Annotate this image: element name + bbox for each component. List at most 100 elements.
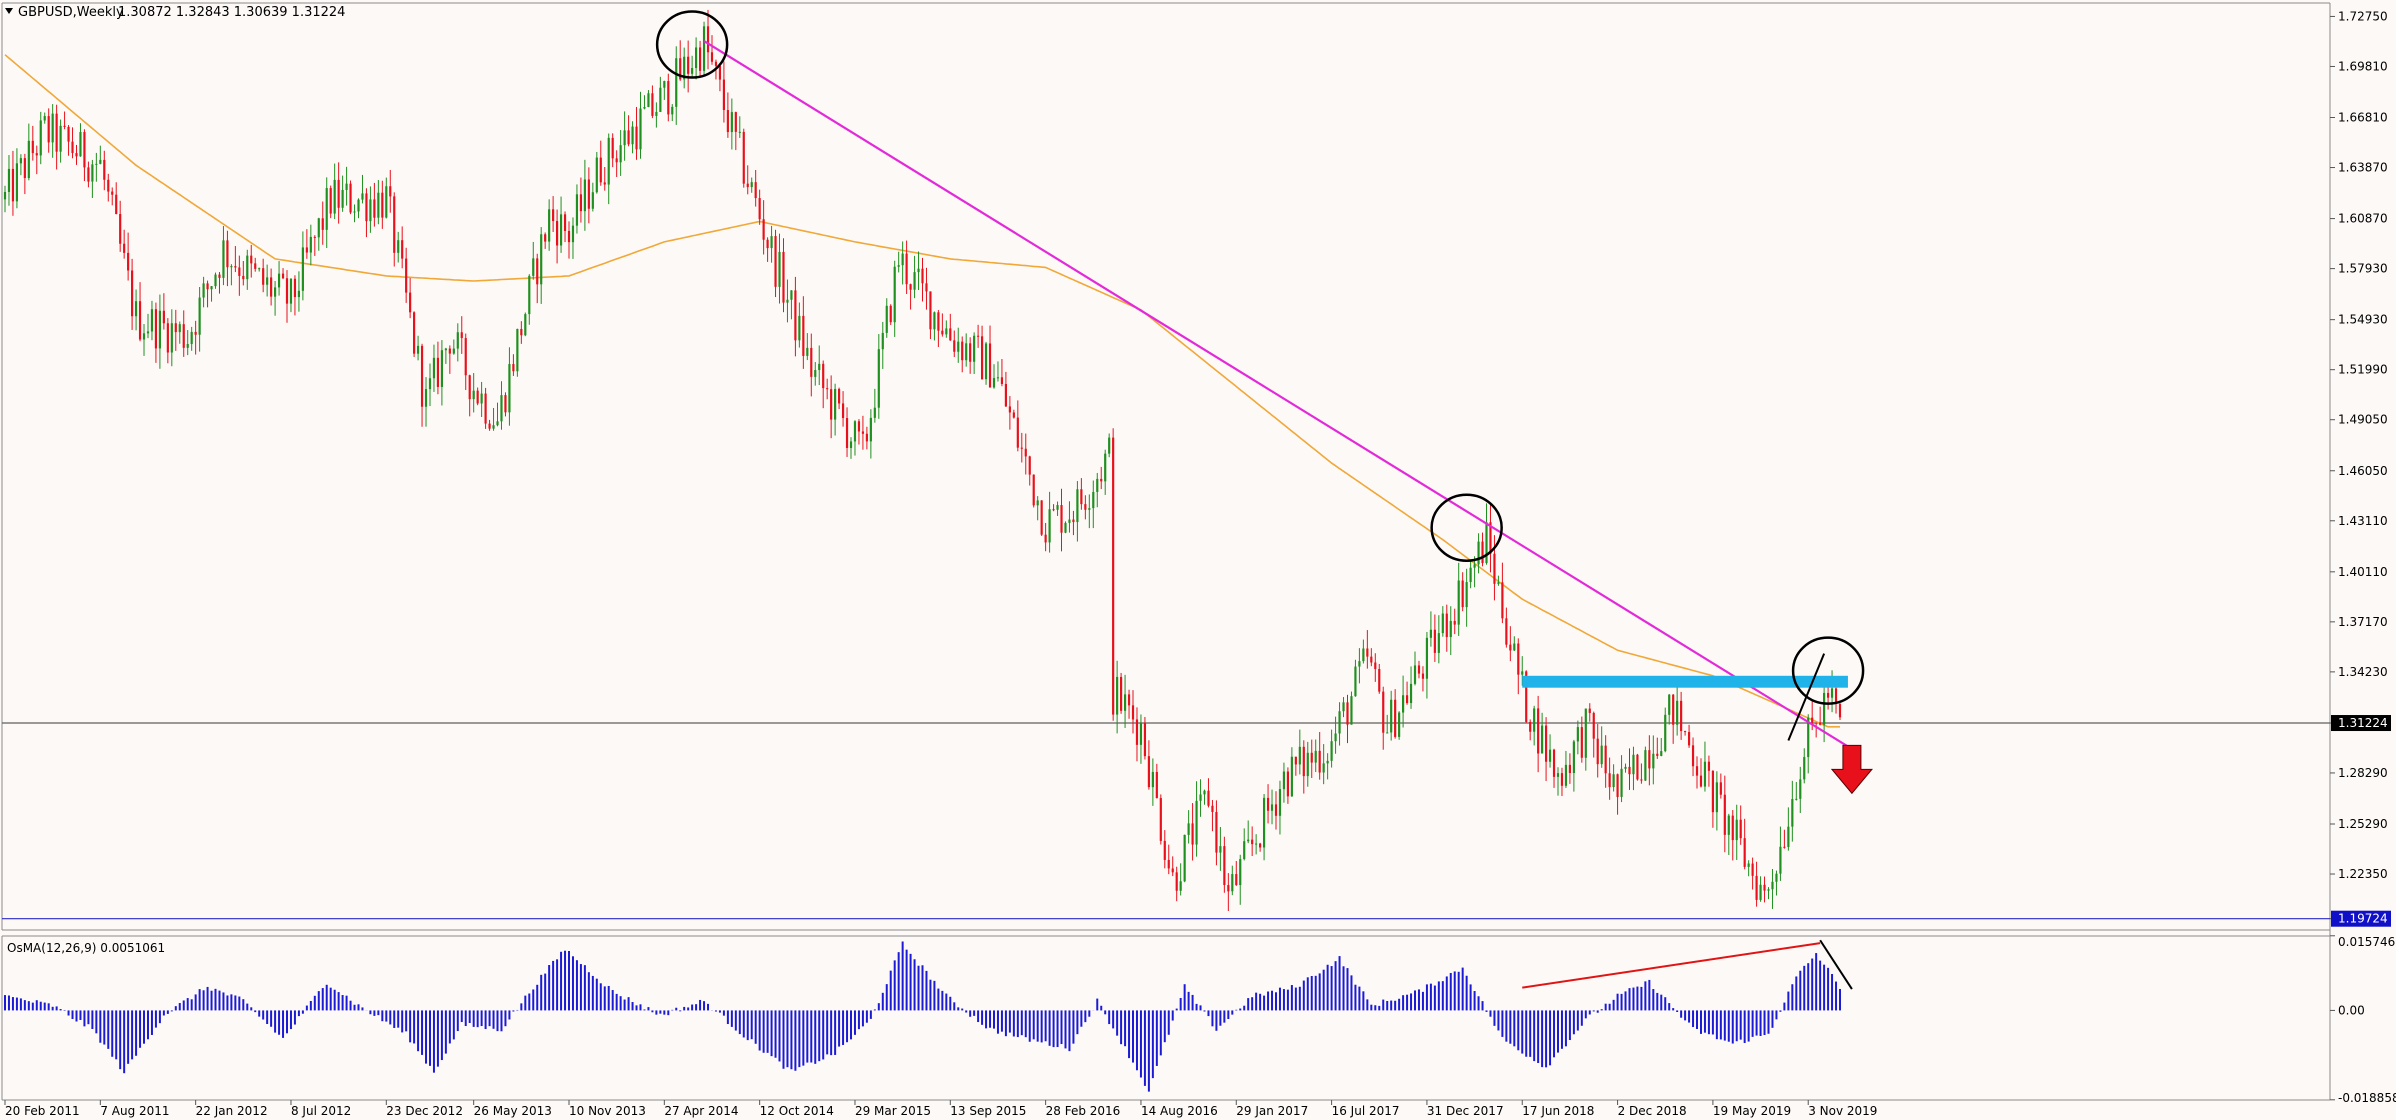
dropdown-triangle-icon[interactable]: [5, 8, 13, 14]
candle-body: [238, 267, 241, 276]
candle-body: [484, 393, 487, 424]
candlestick-layer: [3, 9, 1842, 912]
time-tick-label: 29 Mar 2015: [855, 1104, 931, 1118]
candle-body: [3, 191, 7, 200]
candle-body: [1620, 768, 1623, 797]
candle-body: [591, 192, 594, 209]
candle-body: [1461, 580, 1464, 608]
candle-body: [977, 335, 980, 337]
candle-body: [1286, 771, 1290, 797]
candle-body: [1163, 840, 1166, 860]
chart-header: GBPUSD,Weekly 1.30872 1.32843 1.30639 1.…: [5, 5, 345, 20]
price-axis: 1.72750 1.69810 1.66810 1.63870 1.60870 1.579…: [2, 9, 2391, 927]
candle-body: [885, 305, 888, 333]
highlight-circle: [655, 10, 729, 79]
candle-body: [1080, 489, 1083, 505]
candle-body: [651, 93, 654, 116]
candle-body: [35, 153, 38, 156]
candle-body: [1421, 673, 1425, 679]
candle-body: [83, 132, 86, 168]
candle-body: [1016, 417, 1019, 448]
candle-body: [1437, 633, 1440, 653]
candle-body: [587, 179, 590, 209]
candle-body: [1211, 805, 1214, 812]
candle-body: [1247, 839, 1250, 842]
candle-body: [1302, 746, 1305, 777]
candle-body: [480, 393, 483, 404]
candle-body: [115, 194, 118, 215]
candle-body: [655, 111, 658, 116]
price-tick-label: 1.22350: [2338, 867, 2388, 881]
time-tick-label: 20 Feb 2011: [5, 1104, 80, 1118]
candle-body: [333, 179, 336, 214]
candle-body: [1568, 764, 1572, 774]
candle-body: [254, 263, 257, 269]
candle-body: [393, 196, 396, 253]
candle-body: [1799, 779, 1802, 799]
candle-body: [71, 141, 74, 154]
candle-body: [1592, 712, 1595, 739]
candle-body: [810, 347, 813, 377]
candle-body: [881, 332, 884, 350]
price-tick-label: 1.69810: [2338, 59, 2388, 73]
candle-body: [266, 277, 269, 285]
candle-body: [615, 158, 618, 163]
candle-body: [1270, 804, 1274, 811]
main-panel-frame: [1, 2, 2331, 1101]
candle-body: [389, 186, 392, 197]
candle-body: [174, 323, 177, 333]
candle-body: [1127, 694, 1131, 706]
current-price-badge: [2331, 715, 2391, 732]
candle-body: [496, 421, 499, 426]
candle-body: [242, 275, 245, 280]
time-tick-label: 13 Sep 2015: [950, 1104, 1026, 1118]
candle-body: [79, 132, 82, 157]
candle-body: [1096, 478, 1099, 492]
candle-body: [1767, 889, 1770, 891]
candle-body: [250, 255, 253, 264]
candle-body: [1235, 874, 1238, 886]
candle-body: [619, 145, 622, 163]
time-tick-label: 22 Jan 2012: [196, 1104, 268, 1118]
time-tick-label: 29 Jan 2017: [1236, 1104, 1308, 1118]
candle-body: [1227, 885, 1230, 892]
candle-body: [75, 153, 78, 157]
candle-body: [1485, 522, 1488, 564]
candle-body: [849, 441, 853, 449]
candle-body: [1834, 688, 1838, 704]
down-arrow-icon: [1830, 744, 1873, 795]
candle-body: [432, 357, 436, 379]
candle-body: [230, 266, 233, 268]
candle-body: [329, 188, 332, 214]
time-axis: 20 Feb 2011 7 Aug 2011 22 Jan 2012 8 Jul 20…: [4, 1100, 1877, 1118]
candle-body: [198, 297, 201, 335]
candle-body: [488, 423, 491, 429]
candle-body: [901, 253, 904, 266]
candle-body: [1262, 797, 1266, 848]
candle-body: [1433, 629, 1436, 653]
candle-body: [857, 421, 861, 432]
candle-body: [1636, 754, 1639, 780]
candle-body: [39, 120, 42, 156]
candle-body: [1672, 694, 1675, 725]
candle-body: [1680, 700, 1683, 732]
candle-body: [1366, 648, 1369, 657]
bearish-divergence-line: [1819, 939, 1853, 990]
candle-body: [1564, 764, 1568, 786]
candle-body: [1274, 804, 1278, 816]
candle-body: [905, 253, 908, 285]
candle-body: [841, 403, 845, 419]
candle-body: [738, 131, 741, 133]
price-tick-label: 1.19724: [2338, 912, 2388, 926]
candle-body: [1131, 705, 1135, 720]
candle-body: [1072, 519, 1075, 523]
candle-body: [1402, 695, 1405, 713]
candle-body: [758, 198, 761, 220]
candle-body: [1084, 504, 1087, 510]
candle-body: [47, 116, 50, 143]
candle-body: [1755, 875, 1758, 900]
candle-body: [1382, 691, 1385, 733]
candle-body: [1060, 505, 1063, 533]
candle-body: [1544, 725, 1548, 762]
